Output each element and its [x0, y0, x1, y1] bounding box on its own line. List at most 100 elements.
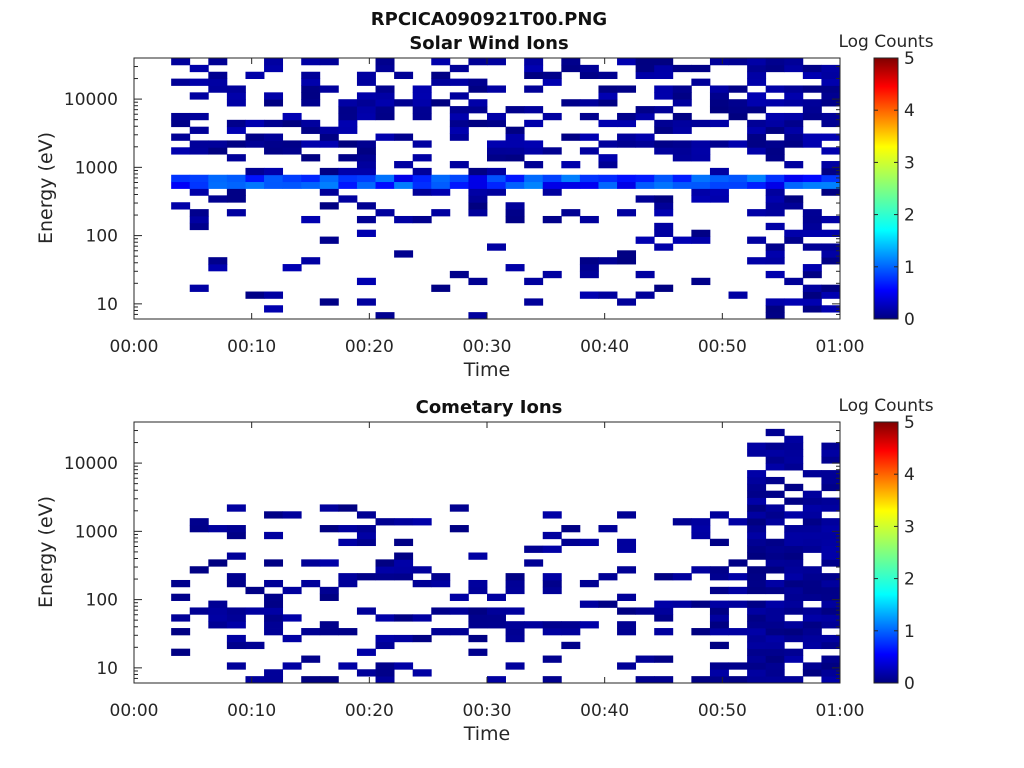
heatmap-cell: [802, 538, 822, 547]
heatmap-cell: [264, 600, 284, 608]
heatmap-cell: [487, 181, 506, 189]
heatmap-cell: [208, 78, 228, 86]
heatmap-cell: [654, 140, 674, 148]
heatmap-cell: [579, 600, 599, 608]
heatmap-cell: [765, 463, 785, 471]
heatmap-cell: [802, 586, 822, 595]
heatmap-cell: [431, 628, 451, 636]
heatmap-cell: [524, 181, 544, 189]
heatmap-cell: [449, 126, 469, 134]
heatmap-cell: [375, 92, 395, 100]
heatmap-cell: [189, 112, 209, 121]
heatmap-cell: [821, 552, 841, 560]
heatmap-cell: [245, 119, 265, 128]
heatmap-cell: [189, 284, 209, 292]
heatmap-cell: [821, 593, 841, 601]
heatmap-cell: [542, 511, 562, 519]
heatmap-cell: [319, 181, 339, 189]
x-tick-label: 00:00: [110, 701, 159, 721]
heatmap-cell: [747, 257, 767, 265]
heatmap-cell: [356, 78, 376, 86]
heatmap-cell: [208, 621, 228, 629]
heatmap-cell: [747, 449, 767, 457]
heatmap-cell: [784, 545, 804, 553]
heatmap-cell: [282, 634, 302, 643]
colorbar: Log Counts 0 1 2 3 4 5: [838, 32, 933, 330]
heatmap-cell: [264, 92, 284, 100]
heatmap-cell: [821, 579, 841, 588]
heatmap-cell: [617, 607, 637, 615]
heatmap-cell: [821, 655, 841, 663]
heatmap-cell: [765, 641, 785, 650]
heatmap-cell: [821, 167, 841, 176]
y-ticks: 10 100 1000 10000: [64, 57, 840, 320]
heatmap-cell: [524, 140, 544, 148]
heatmap-cell: [802, 174, 822, 183]
heatmap-cell: [747, 518, 767, 526]
heatmap-cell: [784, 449, 804, 457]
heatmap-cell: [709, 119, 729, 128]
heatmap-cell: [579, 257, 599, 265]
heatmap-cell: [319, 236, 339, 244]
heatmap-cell: [747, 490, 767, 498]
heatmap-cell: [765, 195, 785, 203]
heatmap-cell: [431, 71, 451, 80]
heatmap-cell: [765, 305, 785, 313]
colorbar-tick-label: 2: [904, 570, 915, 590]
heatmap-cell: [821, 518, 841, 526]
heatmap-cell: [765, 456, 785, 464]
heatmap-cell: [282, 662, 302, 670]
heatmap-cell: [617, 140, 637, 148]
heatmap-cell: [375, 634, 395, 643]
heatmap-cell: [747, 58, 767, 66]
heatmap-cell: [394, 573, 414, 581]
heatmap-cell: [765, 298, 785, 306]
heatmap-cell: [245, 181, 265, 189]
heatmap-cell: [765, 518, 785, 526]
heatmap-cell: [728, 559, 748, 567]
heatmap-cell: [617, 112, 637, 121]
heatmap-cell: [171, 648, 191, 656]
heatmap-cell: [338, 106, 358, 114]
heatmap-cell: [765, 621, 785, 629]
heatmap-cell: [282, 140, 302, 148]
heatmap-cell: [468, 552, 488, 560]
heatmap-cell: [171, 78, 191, 86]
heatmap-cell: [709, 140, 729, 148]
heatmap-cell: [375, 58, 395, 66]
heatmap-cell: [802, 573, 822, 581]
heatmap-cell: [709, 566, 729, 574]
heatmap-cell: [542, 174, 562, 183]
heatmap-cell: [524, 58, 544, 66]
heatmap-cell: [338, 195, 358, 203]
heatmap-cell: [468, 99, 488, 107]
heatmap-cell: [338, 628, 358, 636]
heatmap-cell: [468, 621, 488, 629]
heatmap-cell: [802, 566, 822, 574]
heatmap-cell: [784, 655, 804, 663]
heatmap-cell: [784, 511, 804, 519]
heatmap-cell: [264, 621, 284, 629]
heatmap-cell: [747, 497, 767, 505]
heatmap-cell: [747, 545, 767, 553]
heatmap-cell: [579, 64, 599, 73]
heatmap-cell: [226, 621, 246, 629]
heatmap-cell: [691, 229, 711, 237]
heatmap-cell: [189, 607, 209, 615]
heatmap-cell: [821, 669, 841, 677]
heatmap-cell: [282, 174, 302, 183]
heatmap-cell: [765, 312, 785, 320]
heatmap-cell: [747, 236, 767, 244]
heatmap-cell: [765, 490, 785, 498]
heatmap-cell: [487, 614, 506, 622]
heatmap-cell: [784, 112, 804, 121]
heatmap-cell: [802, 511, 822, 519]
heatmap-cell: [821, 470, 841, 478]
x-tick-label: 00:30: [463, 337, 512, 357]
heatmap-cell: [375, 85, 395, 93]
heatmap-cell: [264, 607, 284, 615]
heatmap-cell: [579, 579, 599, 588]
heatmap-cell: [672, 518, 692, 526]
heatmap-cell: [672, 147, 692, 155]
heatmap-cell: [338, 119, 358, 128]
